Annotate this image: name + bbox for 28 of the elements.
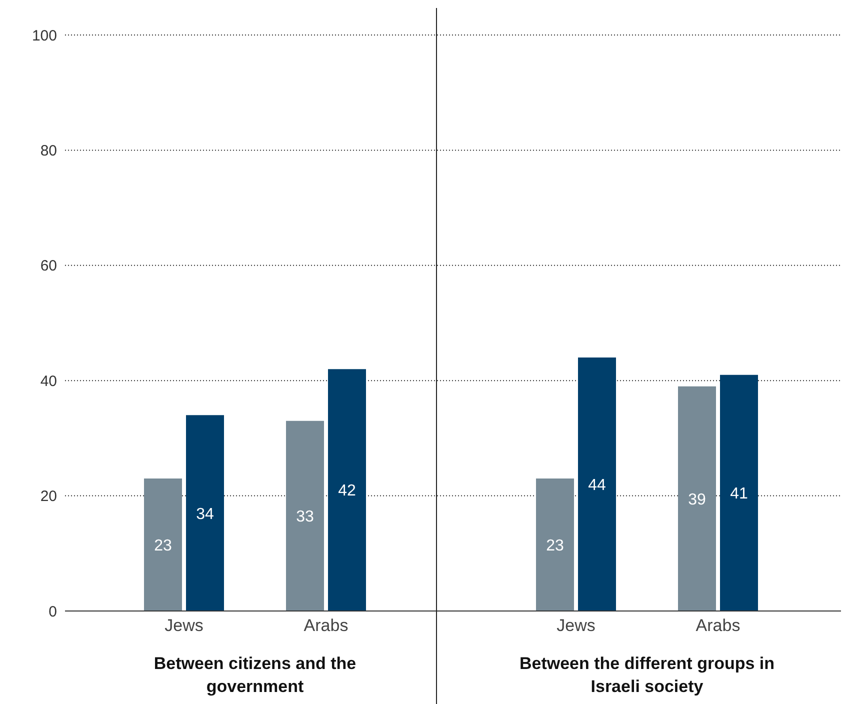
y-tick-label: 40 bbox=[40, 372, 57, 390]
bar bbox=[578, 358, 616, 611]
bar bbox=[536, 478, 574, 611]
bar bbox=[720, 374, 758, 611]
x-tick-label: Arabs bbox=[696, 616, 740, 636]
bar bbox=[186, 415, 224, 611]
data-label: 44 bbox=[588, 476, 606, 494]
y-tick-label: 100 bbox=[32, 27, 57, 44]
bar bbox=[678, 386, 716, 611]
x-tick-label: Arabs bbox=[304, 616, 348, 636]
y-tick-label: 20 bbox=[40, 488, 57, 506]
bar bbox=[286, 420, 324, 611]
data-label: 41 bbox=[730, 486, 748, 503]
y-tick-label: 0 bbox=[48, 603, 57, 620]
x-tick-label: Jews bbox=[164, 616, 204, 636]
x-axis-title: Between the different groups in Israeli society bbox=[518, 653, 776, 698]
data-label: 23 bbox=[154, 537, 172, 554]
x-axis-title: Between citizens and the government bbox=[152, 653, 358, 698]
data-label: 23 bbox=[546, 537, 564, 554]
data-label: 39 bbox=[688, 491, 706, 508]
bar bbox=[144, 478, 182, 611]
y-tick-label: 60 bbox=[40, 258, 57, 275]
data-label: 34 bbox=[196, 506, 214, 523]
x-tick-label: Jews bbox=[556, 616, 596, 636]
bar bbox=[328, 369, 366, 611]
data-label: 42 bbox=[338, 482, 356, 500]
data-label: 33 bbox=[296, 508, 314, 526]
y-tick-label: 80 bbox=[40, 142, 57, 160]
